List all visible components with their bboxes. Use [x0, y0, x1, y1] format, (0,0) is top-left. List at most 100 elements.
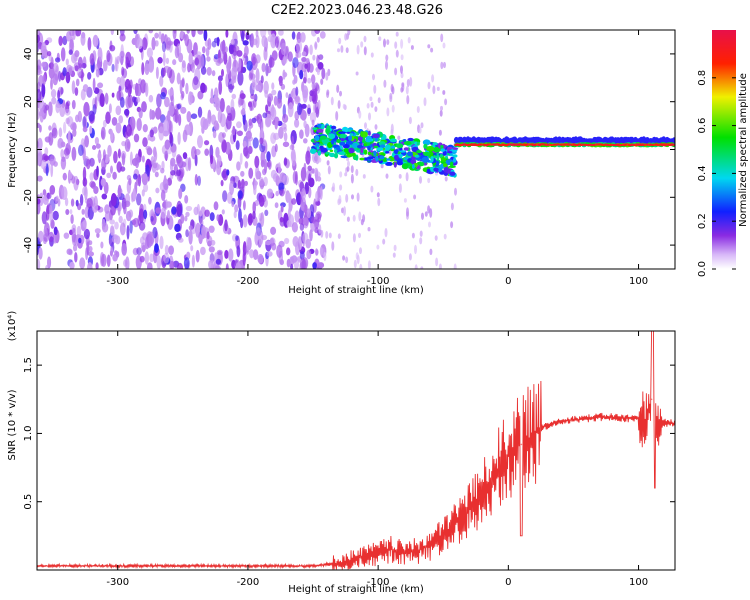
spectrogram-cell [325, 72, 329, 81]
spectrogram-cell [144, 251, 149, 265]
spectrogram-cell [312, 262, 317, 269]
spectrogram-cell [350, 133, 354, 136]
colorbar-tick-label: 0.4 [697, 165, 708, 181]
spectrogram-cell [103, 59, 108, 72]
spectrogram-cell [167, 40, 174, 46]
spectrogram-cell [37, 89, 42, 103]
spectrogram-cell [160, 207, 167, 219]
spectrogram-cell [309, 112, 317, 123]
spectrogram-cell [263, 80, 269, 94]
spectrogram-cell [336, 84, 340, 94]
spectrogram-cell [78, 237, 82, 244]
spectrogram-cell [216, 249, 223, 256]
spectrogram-cell [376, 147, 384, 152]
spectrogram-cell [300, 258, 306, 269]
spectrogram-cell [452, 157, 457, 163]
spectrogram-cell [248, 118, 253, 126]
spectrogram-cell [159, 75, 164, 87]
spectrogram-cell [186, 111, 192, 123]
spectrogram-cell [303, 77, 307, 84]
spectrogram-cell [373, 150, 377, 157]
spectrogram-cell [163, 252, 170, 264]
spectrogram-cell [261, 234, 268, 241]
spectrogram-cell [237, 179, 242, 189]
spectrogram-cell [261, 62, 266, 73]
spectrogram-cell [176, 103, 182, 110]
spectrogram-cell [160, 167, 165, 174]
spectrogram-cell [430, 142, 434, 145]
spectrogram-cell [237, 97, 242, 108]
spectrogram-cell [430, 47, 434, 53]
spectrogram-cell [141, 173, 148, 180]
spectrogram-cell [60, 141, 66, 148]
spectrogram-cell [253, 98, 257, 108]
spectrogram-cell [279, 216, 284, 223]
spectrogram-cell [356, 192, 360, 202]
spectrogram-cell [188, 230, 193, 245]
spectrogram-cell [427, 81, 431, 90]
spectrogram-cell [294, 95, 301, 105]
spectrogram-cell [227, 112, 233, 122]
spectrogram-cell [42, 74, 46, 86]
spectrogram-cell [38, 99, 45, 112]
spectrogram-cell [292, 57, 299, 69]
spectrogram-cell [302, 232, 309, 244]
spectrogram-cell [282, 113, 289, 123]
spectrogram-cell [77, 56, 83, 69]
spectrogram-cell [177, 131, 181, 145]
spectrogram-cell [418, 126, 422, 134]
spectrogram-cell [278, 30, 284, 36]
spectrogram-cell [316, 69, 320, 76]
spectrogram-cell [188, 225, 193, 231]
spectrogram-cell [422, 139, 431, 146]
spectrogram-cell [55, 100, 60, 114]
spectrogram-y-label: Frequency (Hz) [7, 112, 18, 188]
snr-y-label: SNR (10 * v/v) [7, 389, 18, 460]
spectrogram-cell [278, 75, 283, 83]
spectrogram-cell [141, 37, 148, 51]
spectrogram-cell [82, 126, 88, 133]
spectrogram-cell [63, 232, 70, 239]
spectrogram-cell [299, 129, 304, 139]
spectrogram-cell [164, 244, 169, 255]
spectrogram-cell [106, 50, 111, 63]
spectrogram-cell [74, 50, 80, 58]
spectrogram-cell [282, 141, 290, 148]
spectrogram-cell [248, 101, 253, 108]
spectrogram-cell [170, 95, 175, 107]
snr-point [182, 565, 184, 567]
spectrogram-cell [191, 254, 195, 268]
spectrogram-cell [316, 176, 322, 182]
spectrogram-cell [291, 198, 297, 205]
spectrogram-cell [151, 37, 156, 51]
spectrogram-cell [351, 194, 354, 200]
spectrogram-cell [391, 86, 395, 95]
spectrogram-cell [297, 102, 302, 116]
spectrogram-cell [224, 249, 229, 259]
spectrogram-cell [87, 37, 92, 51]
spectrogram-cell [320, 78, 324, 85]
spectrogram-cell [233, 56, 237, 69]
spectrogram-cell [373, 145, 379, 149]
spectrogram-cell [374, 106, 378, 112]
y-tick-label: 0 [23, 146, 34, 152]
spectrogram-cell [270, 226, 277, 235]
spectrogram-cell [38, 247, 43, 260]
spectrogram-cell [77, 110, 83, 123]
spectrogram-cell [273, 132, 280, 140]
snr-point [507, 453, 510, 455]
spectrogram-cell [334, 152, 339, 159]
spectrogram-cell [260, 75, 264, 84]
spectrogram-cell [89, 180, 96, 188]
spectrogram-cell [370, 101, 374, 108]
spectrogram-cell [128, 178, 132, 186]
spectrogram-cell [40, 42, 47, 57]
spectrogram-cell [360, 147, 364, 154]
spectrogram-cell [421, 212, 424, 220]
spectrogram-cell [302, 217, 309, 229]
spectrogram-cell [295, 50, 299, 60]
spectrogram-cell [112, 253, 118, 262]
spectrogram-cell [450, 202, 454, 211]
spectrogram-cell [236, 161, 241, 171]
spectrogram-cell [144, 63, 150, 76]
